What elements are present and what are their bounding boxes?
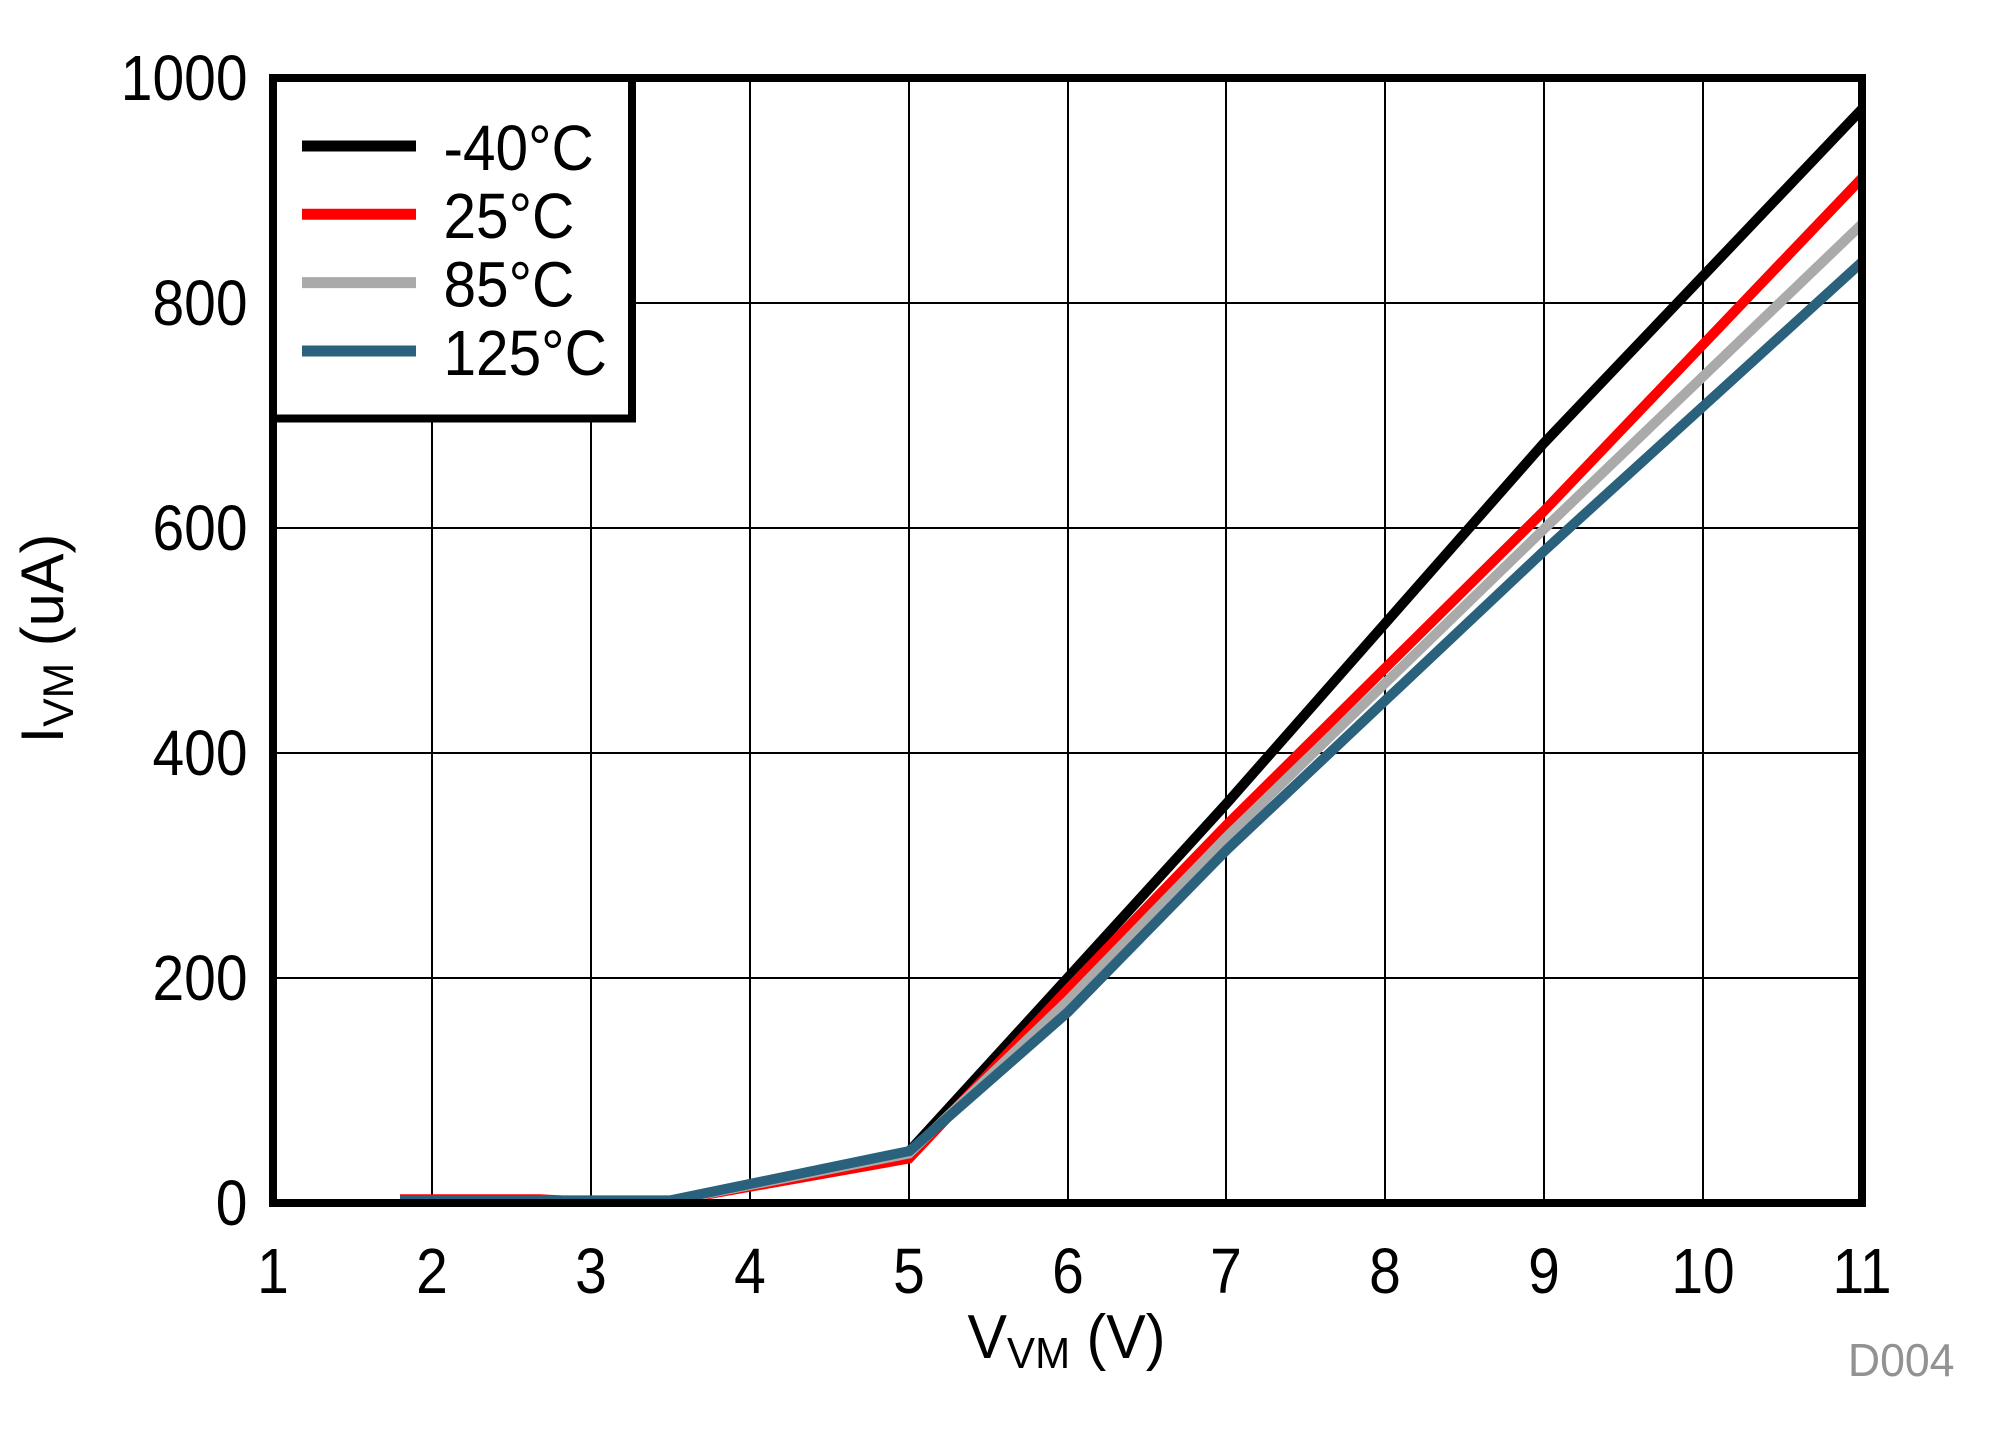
svg-text:7: 7 — [1210, 1235, 1242, 1307]
svg-text:IVM (uA): IVM (uA) — [9, 534, 83, 744]
svg-text:800: 800 — [152, 267, 247, 339]
svg-text:10: 10 — [1671, 1235, 1734, 1307]
svg-text:3: 3 — [575, 1235, 607, 1307]
svg-text:0: 0 — [216, 1167, 248, 1239]
svg-text:125°C: 125°C — [444, 316, 607, 388]
svg-text:1: 1 — [257, 1235, 289, 1307]
svg-text:25°C: 25°C — [444, 180, 575, 252]
svg-text:4: 4 — [734, 1235, 766, 1307]
svg-text:-40°C: -40°C — [444, 111, 594, 183]
svg-text:D004: D004 — [1848, 1334, 1955, 1386]
svg-text:600: 600 — [152, 492, 247, 564]
svg-text:400: 400 — [152, 717, 247, 789]
svg-text:8: 8 — [1369, 1235, 1401, 1307]
svg-text:2: 2 — [416, 1235, 448, 1307]
svg-text:200: 200 — [152, 942, 247, 1014]
svg-text:11: 11 — [1832, 1235, 1891, 1307]
svg-text:6: 6 — [1052, 1235, 1084, 1307]
svg-text:9: 9 — [1528, 1235, 1560, 1307]
svg-text:85°C: 85°C — [444, 248, 575, 320]
svg-text:1000: 1000 — [121, 42, 248, 114]
svg-text:5: 5 — [893, 1235, 925, 1307]
